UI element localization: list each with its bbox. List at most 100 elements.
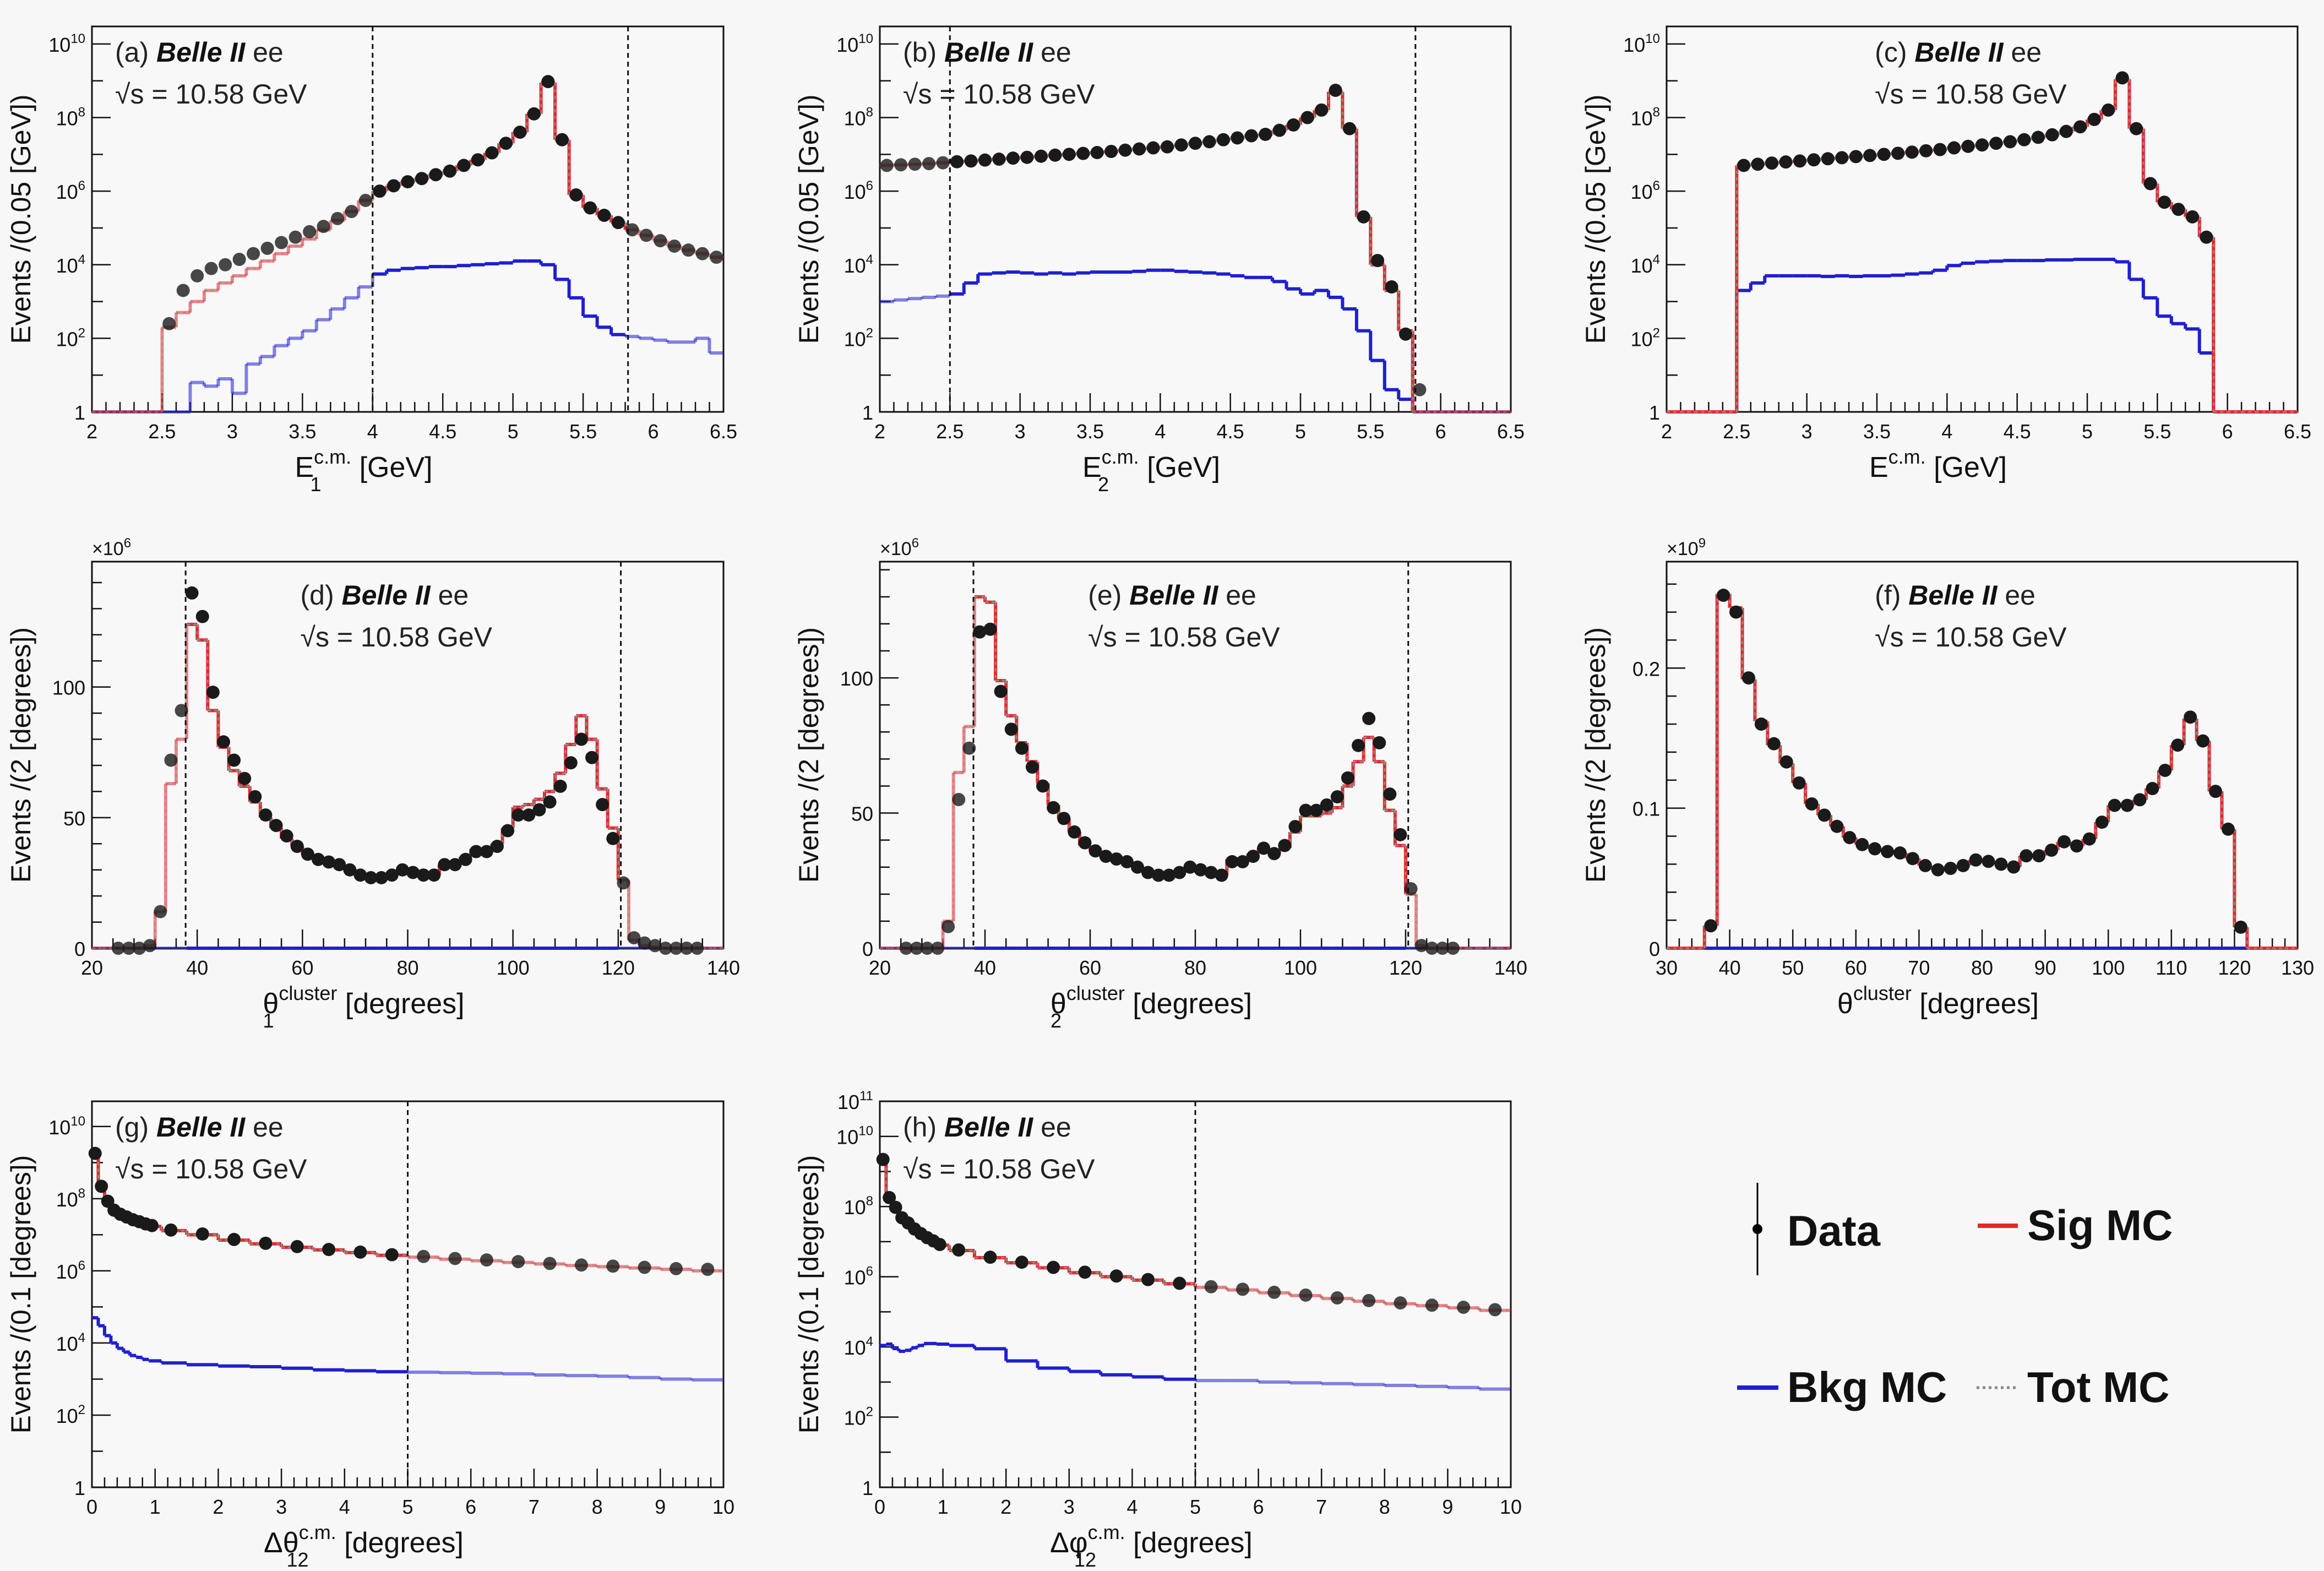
x-tick-label: 40	[1719, 956, 1741, 979]
data-point	[617, 876, 630, 890]
data-point	[471, 153, 485, 167]
data-point	[1231, 131, 1244, 145]
data-point	[2095, 816, 2109, 829]
data-point	[2171, 738, 2185, 752]
data-point	[1394, 1296, 1407, 1310]
data-point	[275, 236, 289, 249]
data-point	[1174, 138, 1188, 152]
data-point	[1704, 919, 1718, 933]
data-point	[2143, 177, 2157, 191]
data-point	[2158, 763, 2172, 777]
x-tick-label: 50	[1782, 956, 1804, 979]
svg-text:Ec.m. [GeV]: Ec.m. [GeV]	[295, 445, 432, 483]
data-point	[522, 808, 536, 822]
x-tick-label: 5.5	[569, 420, 597, 443]
data-point	[290, 840, 304, 854]
series-data	[1737, 71, 2213, 244]
x-tick-label: 6	[2222, 420, 2233, 443]
data-point	[973, 625, 987, 639]
panel-c: 2 2.5 3 3.5 4 4.5 5 5.5 6 6.5 1 102 104 106 108 1010 Eve…	[1580, 25, 2311, 483]
data-point	[1855, 838, 1869, 851]
x-tick-label: 3	[1801, 420, 1813, 443]
y-tick-label: 106	[56, 178, 85, 203]
data-point	[1109, 852, 1123, 866]
y-tick-label: 104	[844, 1334, 873, 1359]
panel-annotation: (c) Belle II ee	[1875, 37, 2042, 68]
data-point	[1288, 820, 1302, 834]
data-point	[1247, 850, 1260, 863]
data-point	[154, 905, 167, 918]
x-tick-label: 5	[402, 1496, 413, 1518]
x-tick-label: 60	[1079, 956, 1101, 979]
data-point	[387, 179, 401, 193]
data-point	[876, 1153, 890, 1166]
data-point	[2031, 131, 2045, 144]
data-point	[490, 840, 504, 854]
x-tick-label: 2	[86, 420, 97, 443]
y-axis-title: Events /(0.05 [GeV])	[6, 95, 36, 344]
data-point	[654, 234, 667, 248]
data-point	[333, 858, 346, 872]
y-tick-label: 106	[1631, 178, 1660, 203]
x-tick-label: 2	[213, 1496, 224, 1518]
x-tick-label: 4	[339, 1496, 350, 1518]
x-tick-label: 1	[150, 1496, 161, 1518]
x-axis-title: Ec.m. [GeV]1	[295, 445, 432, 496]
x-tick-label: 2.5	[936, 420, 964, 443]
x-tick-label: 5.5	[2143, 420, 2171, 443]
data-point	[1994, 857, 2008, 871]
data-point	[219, 258, 232, 271]
data-point	[1048, 148, 1062, 162]
data-point	[1341, 771, 1354, 785]
data-point	[111, 942, 125, 955]
data-point	[1717, 589, 1730, 602]
data-point	[889, 1200, 902, 1214]
data-point	[682, 243, 695, 257]
data-point	[290, 1240, 304, 1253]
data-point	[1299, 803, 1313, 817]
y-multiplier: ×106	[92, 536, 131, 559]
data-point	[1729, 605, 1743, 619]
data-point	[1741, 671, 1755, 685]
data-point	[883, 1191, 896, 1204]
data-point	[583, 201, 597, 215]
data-point	[145, 1219, 159, 1232]
data-point	[438, 858, 451, 872]
svg-text:Ec.m. [GeV]: Ec.m. [GeV]	[1082, 445, 1220, 483]
data-point	[499, 137, 513, 150]
legend-item-bkg: Bkg MC	[1737, 1363, 1947, 1411]
data-point	[1881, 845, 1895, 858]
data-point	[2146, 782, 2159, 796]
data-point	[983, 622, 997, 636]
data-point	[1036, 779, 1050, 793]
data-point	[1446, 942, 1460, 955]
data-point	[574, 1258, 588, 1272]
data-point	[1090, 146, 1104, 160]
data-point	[2120, 798, 2134, 812]
data-point	[501, 824, 515, 838]
data-point	[1425, 1298, 1439, 1312]
data-point	[2007, 860, 2021, 874]
data-point	[964, 154, 978, 168]
data-point	[1330, 1291, 1344, 1305]
y-tick-label: 106	[844, 178, 873, 203]
data-point	[1329, 84, 1342, 97]
data-point	[1989, 137, 2003, 150]
y-tick-label: 104	[844, 252, 873, 277]
x-tick-label: 130	[2281, 956, 2314, 979]
data-point	[359, 193, 373, 207]
legend-label-data: Data	[1787, 1206, 1881, 1255]
data-point	[269, 819, 283, 833]
data-point	[1068, 825, 1081, 839]
svg-text:θcluster [degrees]: θcluster [degrees]	[263, 982, 464, 1020]
data-point	[1173, 1276, 1187, 1290]
data-point	[1425, 942, 1439, 955]
data-point	[1204, 866, 1218, 879]
data-point	[638, 936, 651, 950]
data-point	[185, 586, 199, 600]
data-point	[373, 184, 387, 198]
data-point	[248, 790, 262, 803]
svg-text:θcluster [degrees]: θcluster [degrees]	[1051, 982, 1252, 1020]
legend-item-sig: Sig MC	[1978, 1201, 2173, 1249]
